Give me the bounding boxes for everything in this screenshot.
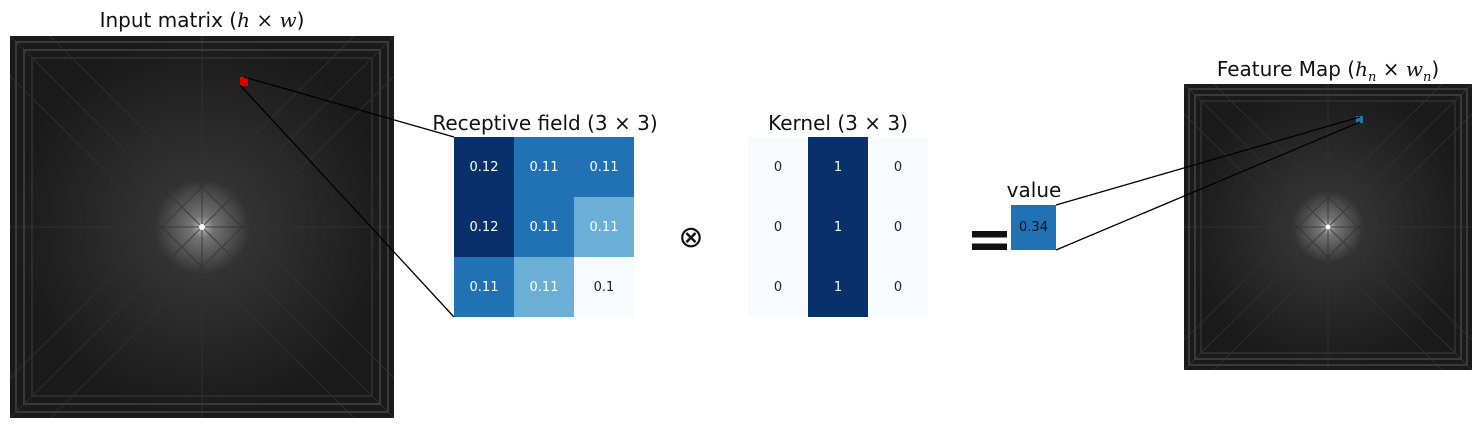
convolution-operator: ⊗: [678, 220, 704, 255]
connector-input-bottom: [239, 84, 455, 318]
feature-map-texture: [1184, 84, 1472, 370]
input-highlight-patch: [240, 77, 248, 86]
rf-cell-r0c2: 0.11: [574, 137, 634, 197]
input-matrix-texture: [10, 36, 394, 418]
rf-cell-r1c1: 0.11: [514, 197, 574, 257]
feature-map-highlight-pixel: [1356, 116, 1363, 123]
kernel-cell-r2c2: 0: [868, 257, 928, 317]
kernel-cell-r0c1: 1: [808, 137, 868, 197]
receptive-field-grid: 0.12 0.11 0.11 0.12 0.11 0.11 0.11 0.11 …: [454, 137, 634, 317]
rf-cell-r2c1: 0.11: [514, 257, 574, 317]
receptive-field-title: Receptive field (3 × 3): [432, 111, 658, 135]
input-matrix-title: Input matrix (h × w): [99, 8, 305, 32]
kernel-cell-r2c1: 1: [808, 257, 868, 317]
rf-cell-r0c0: 0.12: [454, 137, 514, 197]
rf-cell-r2c2: 0.1: [574, 257, 634, 317]
input-matrix-image: [10, 36, 394, 418]
kernel-title: Kernel (3 × 3): [768, 111, 908, 135]
rf-cell-r2c0: 0.11: [454, 257, 514, 317]
kernel-grid: 0 1 0 0 1 0 0 1 0: [748, 137, 928, 317]
kernel-cell-r1c0: 0: [748, 197, 808, 257]
kernel-cell-r2c0: 0: [748, 257, 808, 317]
rf-cell-r0c1: 0.11: [514, 137, 574, 197]
value-box: 0.34: [1011, 205, 1056, 250]
kernel-cell-r1c1: 1: [808, 197, 868, 257]
kernel-cell-r0c0: 0: [748, 137, 808, 197]
rf-cell-r1c0: 0.12: [454, 197, 514, 257]
rf-cell-r1c2: 0.11: [574, 197, 634, 257]
connector-input-top: [243, 76, 455, 138]
kernel-cell-r0c2: 0: [868, 137, 928, 197]
feature-map-image: [1184, 84, 1472, 370]
equals-sign: =: [966, 207, 1013, 272]
connector-output-bottom: [1055, 121, 1361, 251]
connector-output-top: [1055, 116, 1361, 206]
kernel-cell-r1c2: 0: [868, 197, 928, 257]
feature-map-title: Feature Map (hn × wn): [1216, 57, 1440, 85]
value-label: value: [1006, 178, 1062, 202]
